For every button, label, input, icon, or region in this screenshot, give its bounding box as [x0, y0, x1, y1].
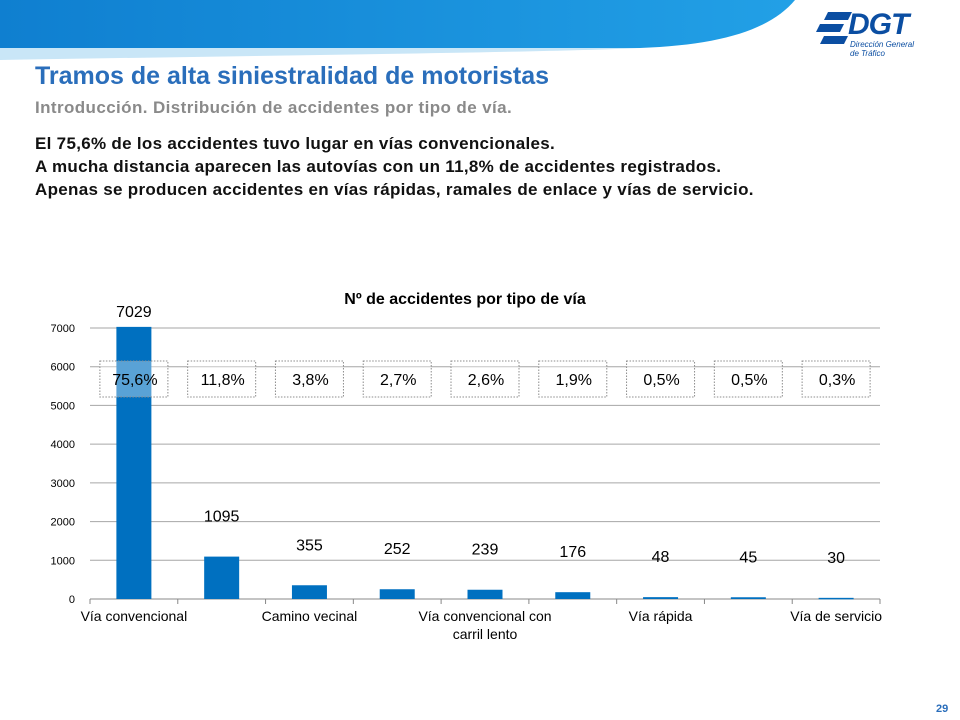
percent-label: 0,5% [731, 372, 767, 389]
percent-labels: 75,6% 11,8% 3,8% 2,7% 2,6% 1,9% 0,5% 0,5% 0,3% [99, 360, 871, 398]
bar-value-label: 30 [827, 550, 845, 567]
bar-value-label: 252 [384, 541, 411, 558]
page-title: Tramos de alta siniestralidad de motoris… [35, 62, 550, 90]
y-tick-label: 6000 [51, 362, 75, 374]
bar-value-label: 239 [472, 542, 499, 559]
intro-text: El 75,6% de los accidentes tuvo lugar en… [35, 132, 935, 201]
bar [204, 556, 240, 599]
dgt-logo: DGT Dirección General de Tráfico [808, 6, 958, 62]
value-labels: 7029 1095 355 252 239 176 48 45 30 [116, 304, 845, 567]
x-tick-label: Camino vecinal [262, 608, 358, 624]
chart-title: Nº de accidentes por tipo de vía [344, 291, 586, 308]
bar [643, 597, 679, 599]
x-tick-label: Vía convencional [81, 608, 188, 624]
percent-label-box [450, 360, 520, 398]
percent-label-box [187, 360, 257, 398]
intro-line-3: Apenas se producen accidentes en vías rá… [35, 180, 754, 199]
x-axis-labels: Vía convencional Camino vecinal Vía conven… [81, 608, 883, 642]
x-tick-label: carril lento [453, 626, 518, 642]
dgt-logo-mark-icon [816, 12, 852, 44]
bar [116, 326, 152, 599]
x-tick-label: Vía de servicio [790, 608, 882, 624]
percent-label: 2,6% [468, 372, 504, 389]
percent-label: 3,8% [292, 372, 328, 389]
bar [467, 589, 503, 599]
bar [818, 597, 854, 600]
logo-subtitle-line-1: Dirección General [850, 40, 915, 49]
bar-value-label: 355 [296, 537, 323, 554]
logo-text: DGT [848, 8, 909, 41]
y-tick-label: 7000 [51, 323, 75, 335]
bar [379, 589, 415, 599]
percent-label-box [99, 360, 169, 398]
bar-value-label: 176 [559, 544, 586, 561]
percent-label-box [626, 360, 696, 398]
percent-label-box [362, 360, 432, 398]
y-tick-label: 2000 [51, 517, 75, 529]
bars [116, 326, 854, 600]
bar-value-label: 48 [652, 549, 670, 566]
intro-line-2: A mucha distancia aparecen las autovías … [35, 157, 722, 176]
page-number: 29 [936, 703, 949, 715]
bar [730, 597, 766, 599]
y-tick-label: 0 [69, 594, 75, 606]
y-tick-label: 1000 [51, 555, 75, 567]
y-tick-label: 3000 [51, 478, 75, 490]
x-tick-label: Vía convencional con [418, 608, 551, 624]
percent-label: 0,5% [643, 372, 679, 389]
logo-subtitle-line-2: de Tráfico [850, 49, 885, 58]
y-tick-label: 5000 [51, 400, 75, 412]
percent-label: 0,3% [819, 372, 855, 389]
accidents-bar-chart: Nº de accidentes por tipo de vía 0 1000 20… [51, 291, 883, 642]
percent-label-box [713, 360, 783, 398]
logo-subtitle: Dirección General de Tráfico [850, 40, 940, 58]
percent-label-box [274, 360, 344, 398]
y-tick-label: 4000 [51, 439, 75, 451]
grid-lines [89, 327, 881, 604]
header-band [0, 0, 795, 60]
percent-label: 1,9% [556, 372, 592, 389]
percent-label-box [801, 360, 871, 398]
percent-label: 2,7% [380, 372, 416, 389]
y-axis-ticks: 0 1000 2000 3000 4000 5000 6000 7000 [51, 323, 75, 606]
percent-label: 11,8% [201, 372, 245, 389]
bar-value-label: 7029 [116, 304, 152, 321]
percent-label-box [538, 360, 608, 398]
percent-label: 75,6% [112, 372, 157, 389]
x-tick-label: Vía rápida [629, 608, 693, 624]
page-subtitle: Introducción. Distribución de accidentes… [35, 98, 513, 117]
bar [555, 592, 591, 599]
intro-line-1: El 75,6% de los accidentes tuvo lugar en… [35, 134, 555, 153]
bar [291, 585, 327, 599]
bar-value-label: 1095 [204, 509, 240, 526]
bar-value-label: 45 [739, 549, 757, 566]
